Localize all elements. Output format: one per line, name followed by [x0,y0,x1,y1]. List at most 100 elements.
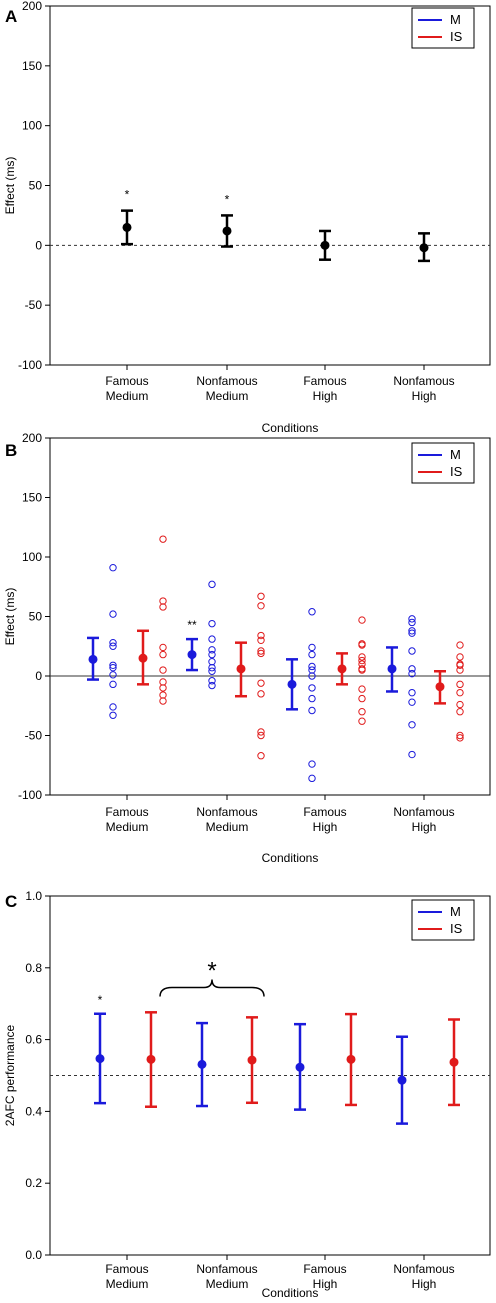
series-m-individual-point [208,658,216,666]
series-is-individual-point [456,708,464,716]
significance-star: * [98,993,103,1007]
x-tick-label: Famous [303,805,346,819]
x-tick-label: Nonfamous [393,374,454,388]
x-tick-label: Medium [106,820,149,834]
series-is-mean-point [236,664,246,674]
x-tick-label: Nonfamous [196,374,257,388]
legend-box [411,7,475,49]
x-tick-label: High [412,820,437,834]
series-is-individual-point [456,653,464,661]
series-m-individual-point [208,580,216,589]
legend-label: IS [450,921,463,936]
series-m-mean-point [88,654,98,664]
plot-frame [49,437,491,796]
series-m-mean-point [387,664,397,674]
significance-star: * [225,192,230,206]
series-m-individual-point [208,663,216,672]
series-m-individual-point [109,564,117,572]
legend-box [411,899,475,941]
y-tick-label: 100 [22,119,42,133]
y-axis-label: Effect (ms) [3,588,17,646]
x-tick-label: Famous [303,1262,346,1276]
y-tick-label: 0.4 [25,1104,42,1118]
series-m-individual-point [308,684,316,692]
x-tick-label: High [412,1277,437,1291]
x-tick-label: Nonfamous [196,805,257,819]
series-is-individual-point [456,700,464,709]
x-tick-label: Famous [303,374,346,388]
series-is-individual-point [358,653,366,661]
x-tick-label: High [313,1277,338,1291]
series-m-individual-point [308,672,316,680]
legend-box [411,442,475,484]
y-tick-label: -100 [18,788,42,802]
series-is-individual-point [358,666,366,674]
x-tick-label: Famous [105,374,148,388]
series-m-individual-point [408,647,416,655]
y-tick-label: -50 [25,729,43,743]
series-m-individual-point [408,688,416,697]
x-axis-label: Conditions [262,1286,319,1300]
x-tick-label: High [412,389,437,403]
x-tick-label: High [313,820,338,834]
legend-label: M [450,904,461,919]
panel-letter: B [5,441,17,460]
series-m-individual-point [208,677,216,685]
series-is-mean-point [449,1057,459,1067]
series-m-individual-point [109,671,117,679]
series-is-individual-point [456,734,464,742]
series-m-mean-point [287,679,297,689]
series-m-individual-point [109,680,117,689]
x-tick-label: Medium [106,389,149,403]
panel-letter: A [5,7,17,26]
series-m-individual-point [208,619,216,628]
series-is-individual-point [257,592,265,600]
comparison-bracket [159,979,265,997]
series-is-individual-point [257,690,265,698]
panel-letter: C [5,892,17,911]
series-m-individual-point [308,774,316,783]
x-tick-label: High [313,389,338,403]
legend-label: M [450,447,461,462]
series-m-individual-point [408,629,416,637]
series-m-individual-point [109,711,117,719]
series-is-individual-point [159,691,167,699]
series-is-mean-point [138,653,148,663]
bracket-significance-star: * [207,958,216,985]
series-is-individual-point [159,684,167,692]
y-tick-label: 0.8 [25,961,42,975]
y-tick-label: -50 [25,298,43,312]
y-tick-label: 200 [22,0,42,13]
x-axis-label: Conditions [262,851,319,865]
series-m-individual-point [408,721,416,729]
series-m-mean-point [187,650,197,660]
series-m-individual-point [408,618,416,627]
series-is-individual-point [159,597,167,605]
y-tick-label: 50 [29,610,43,624]
series-is-individual-point [257,752,265,760]
series-is-individual-point [257,649,265,658]
effect-mean-point [419,243,429,253]
series-is-individual-point [358,656,366,665]
x-tick-label: Medium [106,1277,149,1291]
series-m-mean-point [95,1054,105,1064]
series-is-individual-point [456,661,464,669]
x-tick-label: Famous [105,1262,148,1276]
series-is-individual-point [159,678,167,686]
series-m-individual-point [308,650,316,659]
legend-label: M [450,12,461,27]
y-tick-label: 0.6 [25,1033,42,1047]
y-tick-label: 100 [22,550,42,564]
series-is-individual-point [257,728,265,736]
series-is-individual-point [358,717,366,725]
y-tick-label: 0.0 [25,1248,42,1262]
x-tick-label: Medium [206,1277,249,1291]
significance-star: * [125,188,130,202]
series-m-individual-point [208,650,216,659]
series-is-individual-point [456,731,464,740]
series-m-individual-point [109,703,117,711]
series-m-mean-point [197,1059,207,1069]
effect-mean-point [320,240,330,250]
